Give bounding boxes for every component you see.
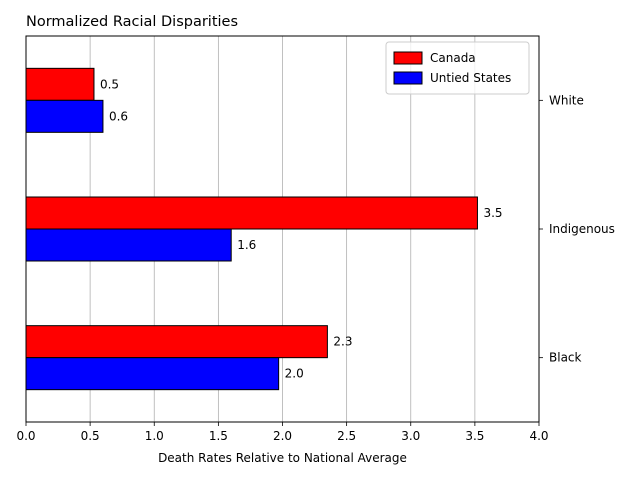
legend-label: Canada [430,51,476,65]
x-tick-label: 1.5 [209,429,228,443]
x-tick-label: 0.0 [16,429,35,443]
bars [25,67,478,391]
legend-frame [385,41,530,95]
legend-swatch-untied-states [393,71,423,85]
x-tick-label: 2.0 [273,429,292,443]
x-tick-label: 3.0 [401,429,420,443]
x-tick-label: 0.5 [81,429,100,443]
x-tick-label: 1.0 [145,429,164,443]
legend-swatch-canada [393,51,423,65]
bar-value-label: 0.6 [109,109,128,123]
bar-canada-black [25,325,328,359]
y-tick-label-black: Black [549,351,582,365]
legend: Canada Untied States [385,41,530,95]
bar-canada-white [25,67,95,101]
bar-value-label: 0.5 [100,77,119,91]
bar-value-label: 3.5 [483,206,502,220]
bar-canada-indigenous [25,196,478,230]
bar-untied-states-indigenous [25,228,232,262]
x-tick-label: 2.5 [337,429,356,443]
bar-untied-states-black [25,357,280,391]
bar-value-label: 2.3 [333,335,352,349]
x-tick-label: 3.5 [465,429,484,443]
x-tick-label: 4.0 [529,429,548,443]
bar-labels: 0.5 0.6 3.5 1.6 2.3 2.0 [100,77,503,380]
bar-value-label: 2.0 [285,367,304,381]
bar-untied-states-white [25,99,104,133]
bar-value-label: 1.6 [237,238,256,252]
y-tick-label-white: White [549,93,584,107]
chart-title: Normalized Racial Disparities [26,14,238,30]
x-axis-ticks: 0.0 0.5 1.0 1.5 2.0 2.5 3.0 3.5 4.0 [16,422,549,443]
y-tick-label-indigenous: Indigenous [549,222,615,236]
x-axis-label: Death Rates Relative to National Average [158,451,407,465]
y-axis-ticks: White Indigenous Black [539,93,615,365]
legend-label: Untied States [430,71,511,85]
